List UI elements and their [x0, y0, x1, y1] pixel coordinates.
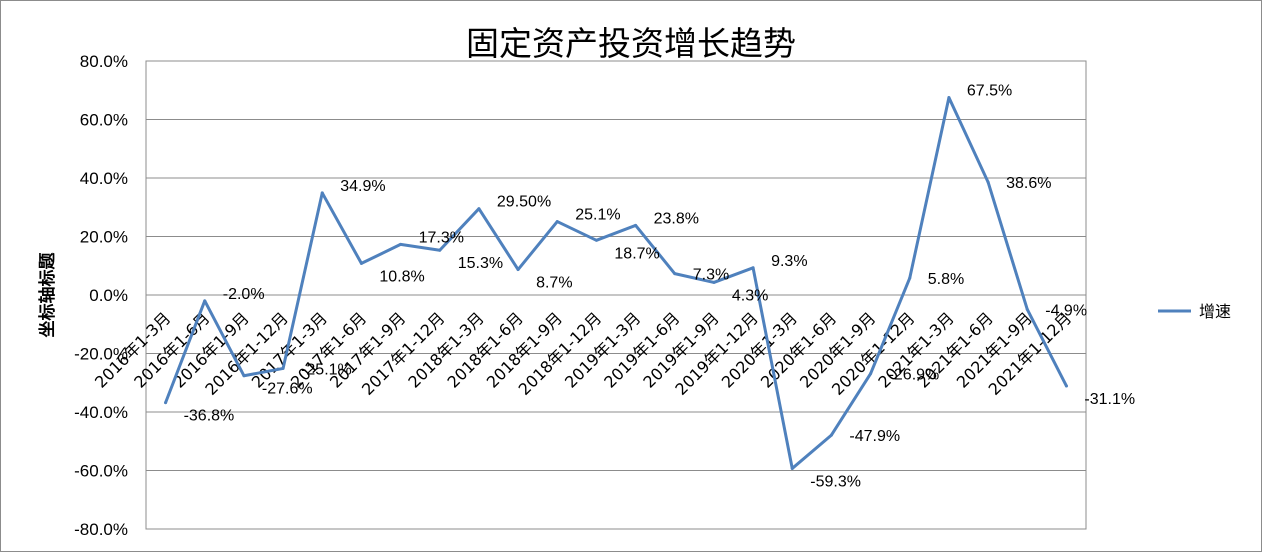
data-point [203, 299, 207, 303]
data-label: -27.6% [262, 381, 313, 398]
data-point [516, 268, 520, 272]
chart-title: 固定资产投资增长趋势 [466, 24, 796, 63]
series-line-增速 [164, 96, 1068, 470]
data-label: 29.50% [497, 194, 551, 211]
y-tick-label: -80.0% [74, 520, 128, 539]
data-label: 15.3% [458, 255, 503, 272]
data-point [908, 276, 912, 280]
data-label: 4.3% [732, 287, 768, 304]
gridlines [146, 60, 1086, 530]
plot-area [145, 60, 1087, 530]
y-tick-label: -20.0% [74, 345, 128, 364]
data-point [673, 272, 677, 276]
y-tick-label: -60.0% [74, 462, 128, 481]
y-tick-label: 0.0% [89, 286, 128, 305]
data-point [594, 238, 598, 242]
data-label: 67.5% [967, 83, 1012, 100]
data-point [242, 374, 246, 378]
data-point [1025, 307, 1029, 311]
data-label: -59.3% [810, 473, 861, 490]
data-point [320, 191, 324, 195]
y-axis-title: 坐标轴标题 [37, 252, 58, 338]
data-label: 25.1% [575, 207, 620, 224]
data-label: -25.1% [301, 361, 352, 378]
legend: 增速 [1158, 302, 1231, 321]
data-label: -31.1% [1084, 391, 1135, 408]
legend-label: 增速 [1199, 302, 1231, 321]
data-label: 34.9% [340, 178, 385, 195]
data-point [790, 466, 794, 470]
y-tick-label: 40.0% [80, 169, 128, 188]
data-point [947, 96, 951, 100]
data-label: -36.8% [184, 408, 235, 425]
data-label: -26.9% [889, 367, 940, 384]
data-point [555, 220, 559, 224]
data-point [634, 223, 638, 227]
y-tick-label: 20.0% [80, 228, 128, 247]
y-tick-label: 80.0% [80, 52, 128, 71]
data-label: 7.3% [693, 267, 729, 284]
data-label: 18.7% [614, 245, 659, 262]
data-points [164, 96, 1068, 470]
data-label: -4.9% [1045, 302, 1087, 319]
data-label: 9.3% [771, 253, 807, 270]
data-point [986, 180, 990, 184]
data-label: 5.8% [928, 271, 964, 288]
data-label: 17.3% [419, 229, 464, 246]
data-point [829, 433, 833, 437]
data-point [438, 248, 442, 252]
y-tick-label: 60.0% [80, 111, 128, 130]
data-point [869, 372, 873, 376]
data-point [751, 266, 755, 270]
data-point [712, 280, 716, 284]
data-point [281, 366, 285, 370]
data-label: 10.8% [379, 268, 424, 285]
data-label: 38.6% [1006, 175, 1051, 192]
data-point [359, 261, 363, 265]
y-axis-ticks: 80.0% 60.0% 40.0% 20.0% 0.0% -20.0% -40.0% -60.… [74, 52, 128, 539]
data-point [399, 242, 403, 246]
data-point [164, 401, 168, 405]
data-point [1064, 384, 1068, 388]
data-label: 23.8% [654, 210, 699, 227]
data-label: -2.0% [223, 286, 265, 303]
data-label: -47.9% [849, 428, 900, 445]
data-labels: -36.8% -2.0% -27.6% -25.1% 34.9% 10.8% 17.3% 15… [184, 83, 1136, 491]
data-label: 8.7% [536, 275, 572, 292]
data-point [477, 207, 481, 211]
y-tick-label: -40.0% [74, 403, 128, 422]
